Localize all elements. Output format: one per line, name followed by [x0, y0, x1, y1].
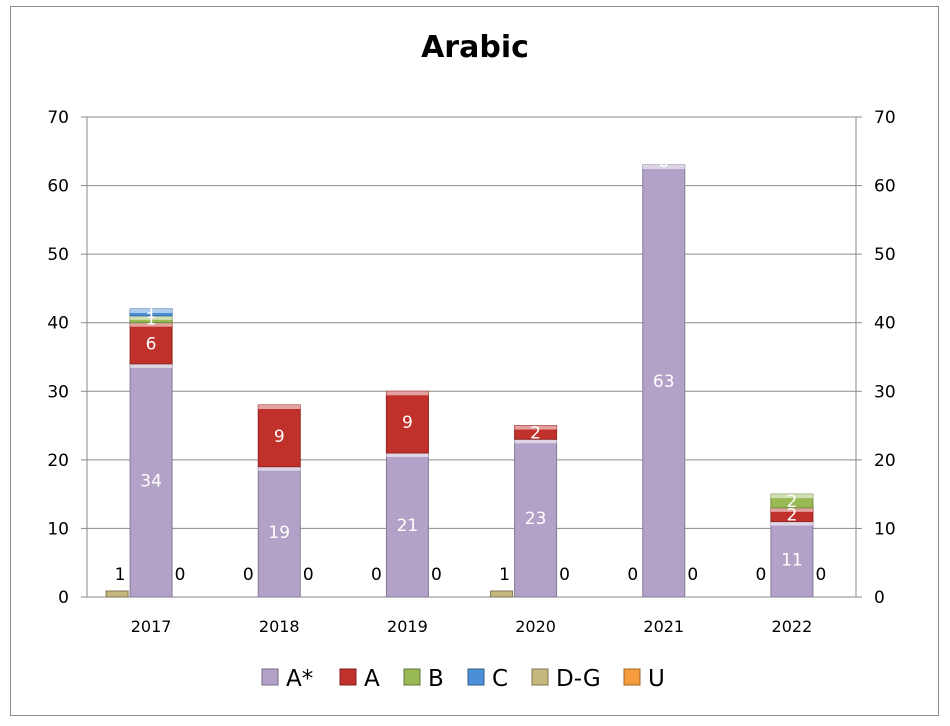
data-label-dg: 0: [243, 565, 254, 585]
bar-segment: [129, 363, 173, 598]
data-label: 6: [146, 334, 157, 354]
bar-highlight: [642, 165, 685, 169]
data-label-dg: 0: [627, 565, 638, 585]
bar-segment-dg: [105, 590, 129, 598]
y-tick-label-right: 0: [874, 588, 885, 608]
bar-highlight: [514, 439, 557, 444]
data-label-u: 0: [303, 565, 314, 585]
data-label: 2: [787, 506, 798, 526]
bar-highlight: [258, 405, 301, 409]
legend-label: B: [428, 666, 444, 692]
legend-label: C: [492, 666, 508, 692]
data-label: 0: [658, 152, 669, 172]
bar-highlight: [386, 391, 429, 396]
legend-swatch: [531, 668, 549, 686]
data-label: 19: [268, 523, 290, 543]
y-tick-label-left: 10: [47, 519, 69, 539]
bar-segment: [642, 164, 686, 598]
bar-highlight: [258, 466, 301, 471]
bar-highlight: [770, 521, 813, 526]
legend-swatch: [467, 668, 485, 686]
bar-segment: [257, 466, 301, 598]
x-tick-label: 2020: [515, 617, 556, 636]
bar-segment: [129, 322, 173, 365]
y-tick-label-left: 30: [47, 382, 69, 402]
legend-swatch: [623, 668, 641, 686]
bar-highlight: [514, 425, 557, 430]
bar-segment: [770, 521, 814, 598]
data-label: 63: [653, 372, 675, 392]
bar-segment: [385, 452, 429, 598]
y-tick-label-left: 0: [58, 588, 69, 608]
x-tick-label: 2022: [772, 617, 813, 636]
data-label-dg: 0: [756, 565, 767, 585]
bar-highlight: [130, 322, 173, 327]
y-tick-label-right: 60: [874, 177, 896, 197]
legend-label: A*: [286, 666, 313, 692]
bar-segment: [257, 404, 301, 468]
x-tick-label: 2017: [131, 617, 172, 636]
x-tick-label: 2018: [259, 617, 300, 636]
bar-segment-dg: [490, 590, 514, 598]
data-label: 23: [525, 509, 547, 529]
y-tick-label-right: 70: [874, 108, 896, 128]
data-label: 1: [146, 310, 157, 330]
y-tick-label-right: 10: [874, 519, 896, 539]
data-label: 2: [530, 423, 541, 443]
bar-highlight: [130, 315, 173, 320]
bar-segment: [514, 438, 558, 598]
data-label-u: 0: [816, 565, 827, 585]
data-label-u: 0: [559, 565, 570, 585]
data-label-u: 0: [431, 565, 442, 585]
x-tick-label: 2021: [643, 617, 684, 636]
bar-highlight: [130, 309, 173, 313]
data-label: 1: [146, 303, 157, 323]
data-label: 11: [781, 550, 803, 570]
data-label: 9: [274, 427, 285, 447]
y-tick-label-left: 60: [47, 177, 69, 197]
data-label: 21: [397, 516, 419, 536]
bars: [105, 164, 814, 598]
legend-swatch: [339, 668, 357, 686]
data-label-u: 0: [175, 565, 186, 585]
y-tick-label-left: 70: [47, 108, 69, 128]
legend-swatch: [403, 668, 421, 686]
y-tick-label-right: 20: [874, 451, 896, 471]
y-tick-label-left: 50: [47, 245, 69, 265]
gridlines: [87, 116, 856, 529]
legend: A* A B C D-G U: [261, 666, 665, 692]
x-tick-label: 2019: [387, 617, 428, 636]
legend-swatch: [261, 668, 279, 686]
data-label: 2: [787, 492, 798, 512]
bar-highlight: [770, 507, 813, 512]
bar-highlight: [770, 494, 813, 499]
bar-highlight: [130, 363, 173, 368]
legend-label: D-G: [556, 666, 601, 692]
data-label: 9: [402, 413, 413, 433]
data-label-u: 0: [687, 565, 698, 585]
chart-title: Arabic: [421, 30, 529, 65]
bar-highlight: [386, 453, 429, 457]
data-label-dg: 1: [115, 565, 126, 585]
legend-label: U: [648, 666, 665, 692]
data-label-dg: 1: [499, 565, 510, 585]
y-tick-label-left: 40: [47, 314, 69, 334]
y-tick-label-left: 20: [47, 451, 69, 471]
y-tick-label-right: 30: [874, 382, 896, 402]
y-tick-label-right: 40: [874, 314, 896, 334]
y-tick-label-right: 50: [874, 245, 896, 265]
data-label: 34: [140, 471, 162, 491]
data-label-dg: 0: [371, 565, 382, 585]
legend-label: A: [364, 666, 380, 692]
